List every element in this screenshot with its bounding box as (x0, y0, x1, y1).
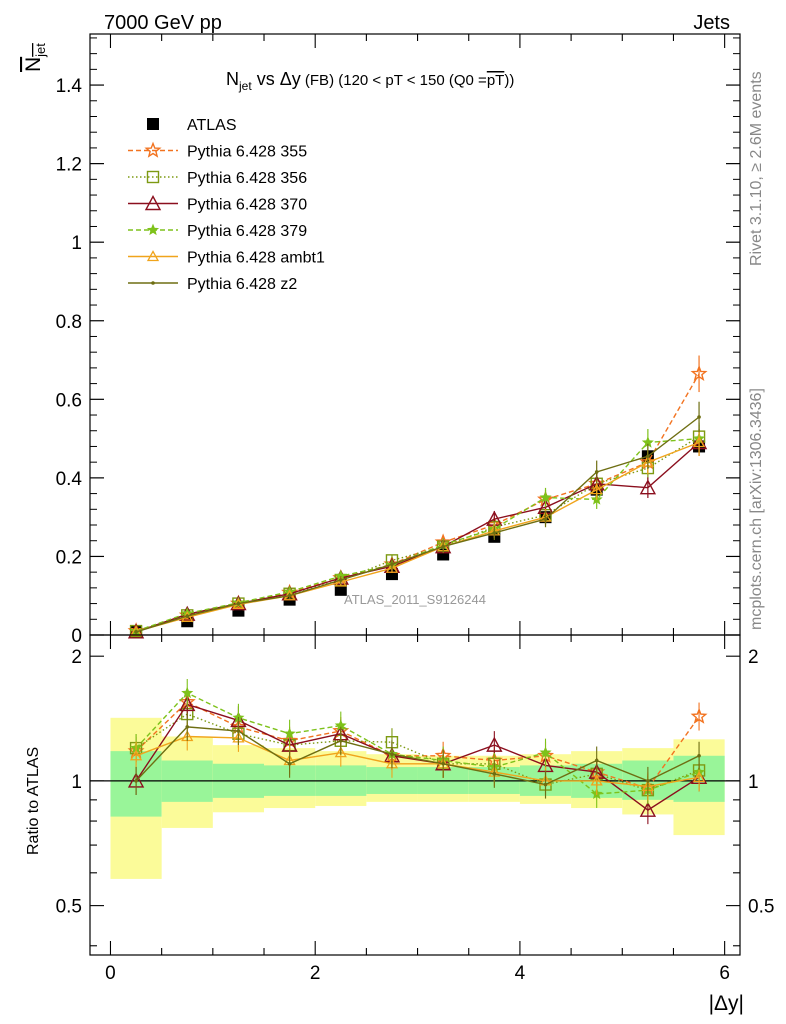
y-tick-label: 0.8 (56, 312, 82, 333)
mcplots-label: mcplots.cern.ch [arXiv:1306.3436] (748, 388, 765, 630)
y-tick-label: 1.2 (56, 155, 82, 176)
ratio-line-pambt1 (135, 735, 700, 788)
ratio-point-pz2 (134, 779, 138, 783)
ratio-point-pz2 (441, 761, 445, 766)
ratio-axis-ticks: 2 1 0.5 2 1 0.5 0 2 4 6 (56, 635, 774, 984)
ratio-point-p355 (690, 707, 708, 724)
ratio-point-pz2 (287, 761, 292, 766)
data-point-pz2 (543, 517, 548, 521)
ratio-series-layer (127, 678, 708, 825)
x-tick-label: 2 (310, 963, 321, 984)
ratio-left-tick-label: 0.5 (56, 897, 82, 918)
ratio-line-p379 (135, 692, 700, 795)
ratio-point-pz2 (492, 772, 497, 776)
ratio-point-p370 (639, 801, 657, 817)
ratio-point-p370 (179, 695, 196, 712)
main-y-axis-label: Njet (22, 43, 48, 72)
data-point-pz2 (492, 531, 497, 535)
ratio-point-pambt1 (129, 749, 143, 761)
data-point-p370 (179, 605, 196, 621)
ratio-point-pz2 (594, 758, 599, 763)
data-point-pz2 (697, 415, 701, 419)
ratio-left-tick-label: 1 (71, 772, 82, 793)
x-tick-label: 6 (719, 963, 730, 984)
ratio-left-tick-label: 2 (71, 647, 82, 668)
ratio-point-pambt1 (590, 774, 603, 786)
ratio-point-p370 (486, 736, 503, 752)
data-point-pz2 (390, 562, 394, 567)
ratio-point-pz2 (338, 738, 343, 743)
data-point-pz2 (236, 601, 241, 606)
legend: ATLAS Pythia 6.428 355 Pythia 6.428 356 Pyt… (128, 117, 325, 293)
data-point-p379 (539, 491, 552, 503)
data-point-pz2 (338, 578, 343, 582)
ratio-point-pz2 (390, 752, 394, 757)
legend-label-pz2: Pythia 6.428 z2 (187, 276, 297, 293)
rivet-version-label: Rivet 3.1.10, ≥ 2.6M events (748, 71, 765, 266)
ratio-point-p379 (181, 686, 194, 699)
y-tick-label: 0.4 (56, 469, 83, 490)
ratio-point-pz2 (646, 779, 650, 783)
ratio-right-tick-label: 0.5 (748, 897, 774, 918)
data-point-pambt1 (590, 483, 603, 495)
data-point-p370 (639, 479, 657, 495)
x-axis-label: |Δy| (709, 992, 744, 1015)
data-point-pz2 (287, 593, 292, 598)
series-line-pz2 (135, 416, 700, 633)
ratio-right-tick-label: 2 (748, 647, 759, 668)
legend-label-p356: Pythia 6.428 356 (187, 170, 307, 187)
data-point-pz2 (134, 630, 138, 634)
legend-label-atlas: ATLAS (187, 117, 237, 134)
ratio-line-pz2 (135, 726, 700, 786)
ratio-line-p370 (135, 703, 700, 811)
legend-marker-atlas (147, 118, 159, 130)
y-tick-label: 1 (71, 233, 82, 254)
legend-marker-p355 (144, 141, 162, 158)
data-point-pz2 (594, 470, 599, 474)
data-point-atlas (385, 568, 398, 581)
main-plot-title: Njet vs Δy (FB) (120 < pT < 150 (Q0 =pT)… (226, 69, 514, 93)
ratio-point-pz2 (185, 725, 190, 729)
ratio-point-pambt1 (692, 771, 706, 782)
legend-marker-pz2 (151, 281, 155, 285)
ratio-right-tick-label: 1 (748, 772, 759, 793)
y-tick-label: 0 (71, 626, 82, 647)
data-point-atlas (334, 583, 347, 596)
ratio-point-pz2 (543, 782, 548, 787)
ratio-plot-frame (89, 634, 741, 956)
header-right-label: Jets (693, 12, 730, 34)
data-point-pz2 (646, 454, 650, 459)
data-point-pambt1 (692, 436, 706, 448)
ratio-point-pambt1 (334, 746, 347, 758)
legend-marker-p370 (144, 195, 162, 211)
data-point-pz2 (441, 544, 445, 549)
y-tick-label: 0.2 (56, 547, 82, 568)
legend-marker-p356 (146, 170, 160, 184)
data-point-pz2 (185, 614, 190, 618)
data-point-pambt1 (385, 561, 399, 573)
ratio-point-pz2 (697, 753, 701, 758)
legend-marker-p379 (146, 223, 160, 236)
y-tick-label: 0.6 (56, 390, 82, 411)
legend-label-p355: Pythia 6.428 355 (187, 144, 307, 161)
legend-label-pambt1: Pythia 6.428 ambt1 (187, 250, 325, 267)
series-line-pambt1 (135, 441, 700, 633)
x-tick-label: 0 (105, 963, 116, 984)
ratio-point-pz2 (236, 729, 241, 733)
legend-label-p370: Pythia 6.428 370 (187, 197, 307, 214)
x-tick-label: 4 (515, 963, 526, 984)
y-tick-label: 1.4 (56, 76, 83, 97)
ratio-y-axis-label: Ratio to ATLAS (25, 747, 42, 855)
legend-label-p379: Pythia 6.428 379 (187, 223, 307, 240)
header-left-label: 7000 GeV pp (104, 12, 222, 34)
ratio-point-p379 (283, 727, 296, 739)
ratio-point-p379 (539, 746, 552, 758)
main-series-layer (127, 355, 708, 639)
svg-text:Njet: Njet (22, 43, 48, 72)
ratio-line-p355 (135, 701, 700, 790)
legend-marker-pambt1 (146, 250, 160, 262)
analysis-watermark: ATLAS_2011_S9126244 (344, 592, 486, 607)
data-point-p355 (690, 364, 708, 381)
